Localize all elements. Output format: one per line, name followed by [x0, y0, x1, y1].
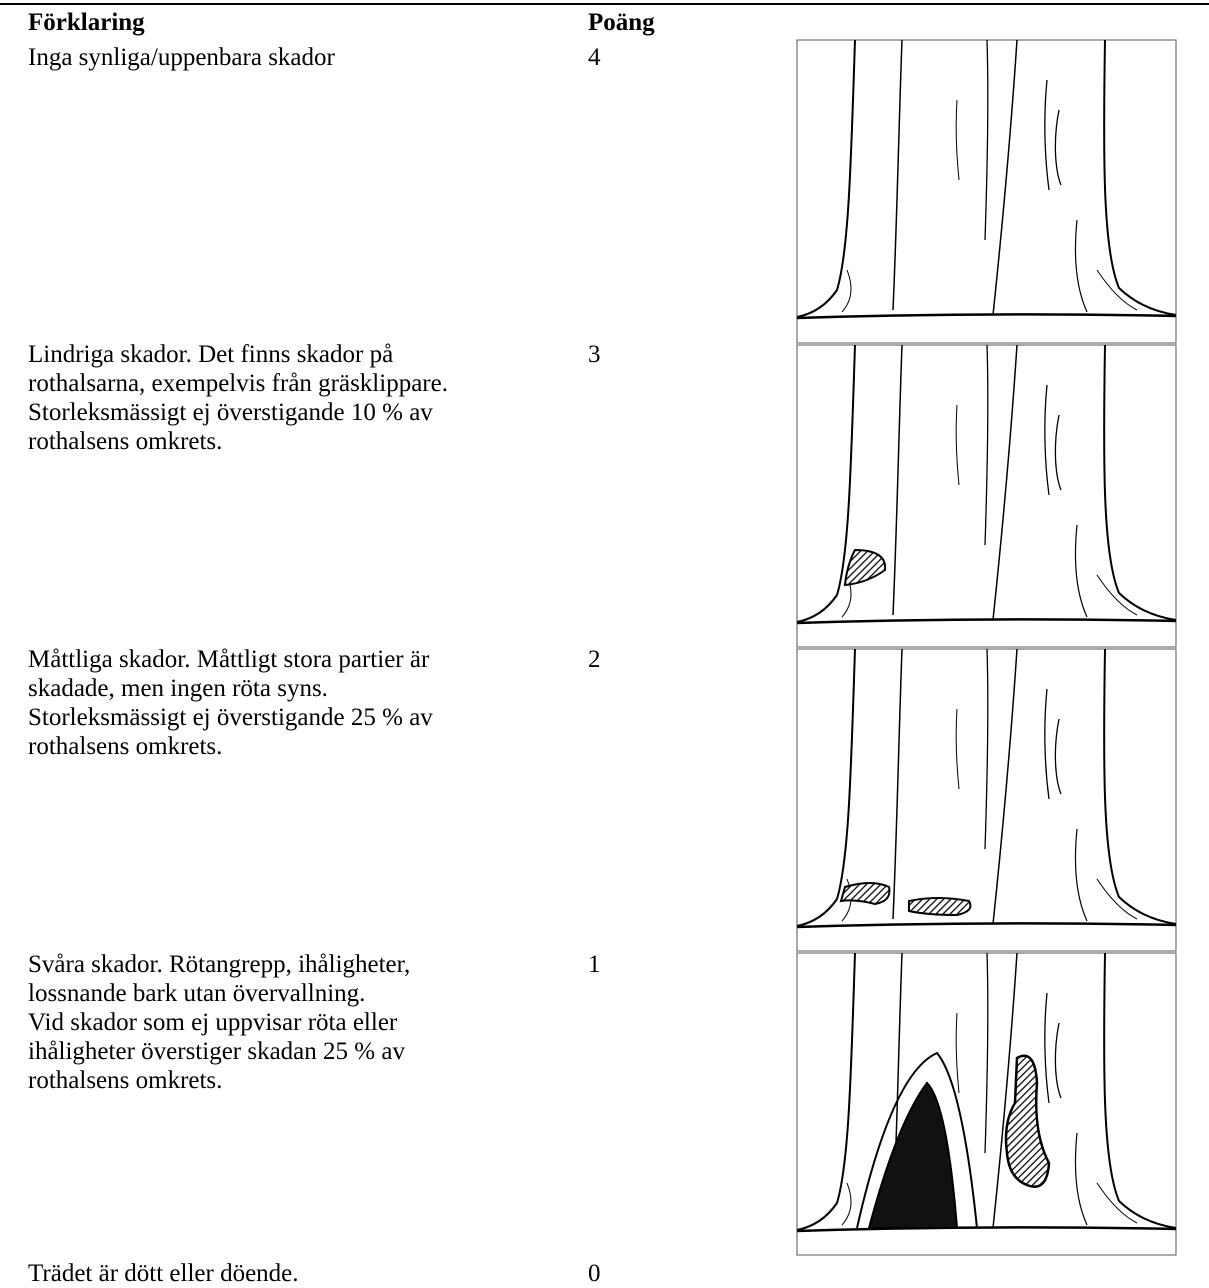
explanation-line: Vid skador som ej uppvisar röta eller [28, 1009, 398, 1036]
score: 0 [588, 1260, 601, 1287]
explanation-line: Svåra skador. Rötangrepp, ihåligheter, [28, 951, 411, 978]
explanation-line: Inga synliga/uppenbara skador [28, 44, 335, 71]
explanation-line: Trädet är dött eller döende. [28, 1260, 299, 1287]
explanation-line: rothalsarna, exempelvis från gräsklippar… [28, 370, 448, 397]
score: 4 [588, 44, 601, 71]
explanation-line: rothalsens omkrets. [28, 1067, 223, 1094]
explanation-line: skadade, men ingen röta syns. [28, 675, 328, 702]
score: 3 [588, 341, 601, 368]
explanation-line: ihåligheter överstiger skadan 25 % av [28, 1038, 405, 1065]
explanation-line: Storleksmässigt ej överstigande 10 % av [28, 399, 433, 426]
score: 2 [588, 646, 601, 673]
tree-illustration [795, 647, 1178, 952]
tree-illustration [795, 343, 1178, 648]
header-score: Poäng [588, 9, 655, 36]
explanation-line: Storleksmässigt ej överstigande 25 % av [28, 704, 433, 731]
explanation-line: Måttliga skador. Måttligt stora partier … [28, 646, 430, 673]
header-explanation: Förklaring [28, 9, 145, 36]
tree-illustration [795, 951, 1178, 1256]
top-rule [0, 3, 1209, 5]
explanation-line: Lindriga skador. Det finns skador på [28, 341, 394, 368]
tree-illustration [795, 38, 1178, 344]
explanation-line: rothalsens omkrets. [28, 733, 223, 760]
score: 1 [588, 951, 601, 978]
explanation-line: rothalsens omkrets. [28, 428, 223, 455]
explanation-line: lossnande bark utan övervallning. [28, 980, 366, 1007]
